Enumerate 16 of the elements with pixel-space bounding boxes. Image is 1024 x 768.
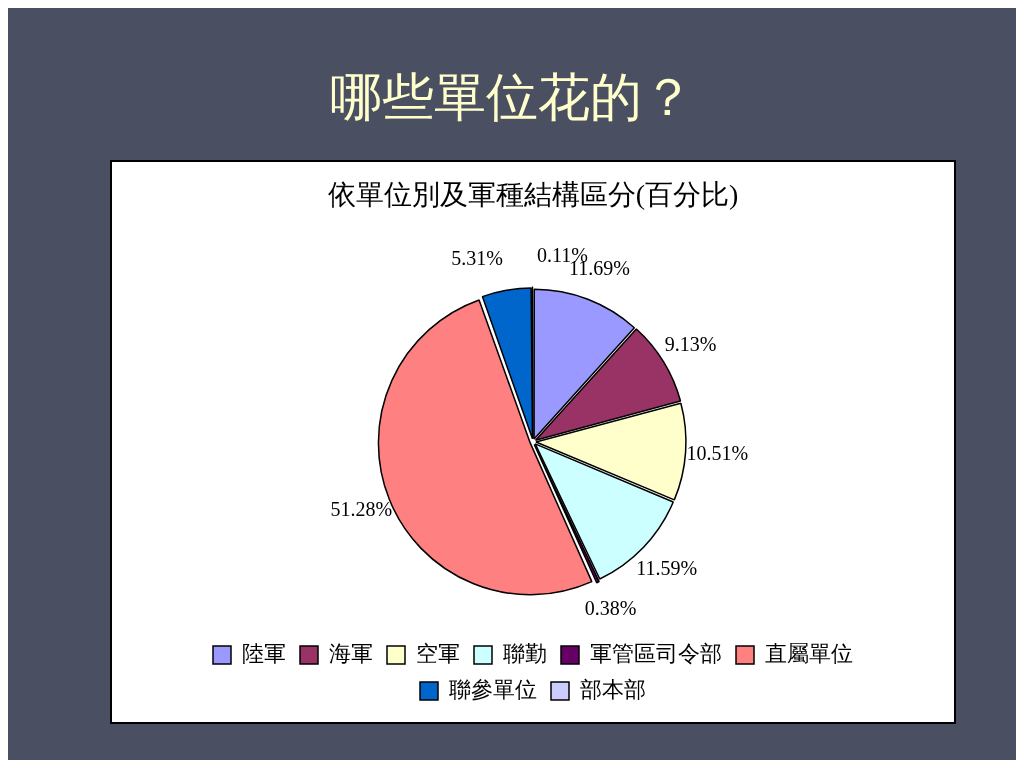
- legend-label: 直屬單位: [765, 640, 853, 666]
- chart-title: 哪些單位花的？: [329, 68, 695, 128]
- data-label: 11.59%: [636, 556, 698, 579]
- data-label: 51.28%: [330, 497, 393, 520]
- legend-label: 空軍: [416, 640, 460, 666]
- chart-subtitle: 依單位別及軍種結構區分(百分比): [327, 179, 739, 211]
- data-label: 10.51%: [686, 441, 749, 464]
- data-label: 5.31%: [451, 247, 503, 270]
- legend-label: 海軍: [329, 640, 373, 666]
- data-label: 9.13%: [664, 332, 717, 355]
- legend-label: 陸軍: [242, 640, 286, 666]
- legend-label: 軍管區司令部: [590, 640, 722, 666]
- data-label: 0.38%: [584, 596, 637, 619]
- legend-label: 聯參單位: [449, 676, 537, 702]
- legend-label: 聯勤: [503, 640, 547, 666]
- legend-label: 部本部: [580, 676, 646, 702]
